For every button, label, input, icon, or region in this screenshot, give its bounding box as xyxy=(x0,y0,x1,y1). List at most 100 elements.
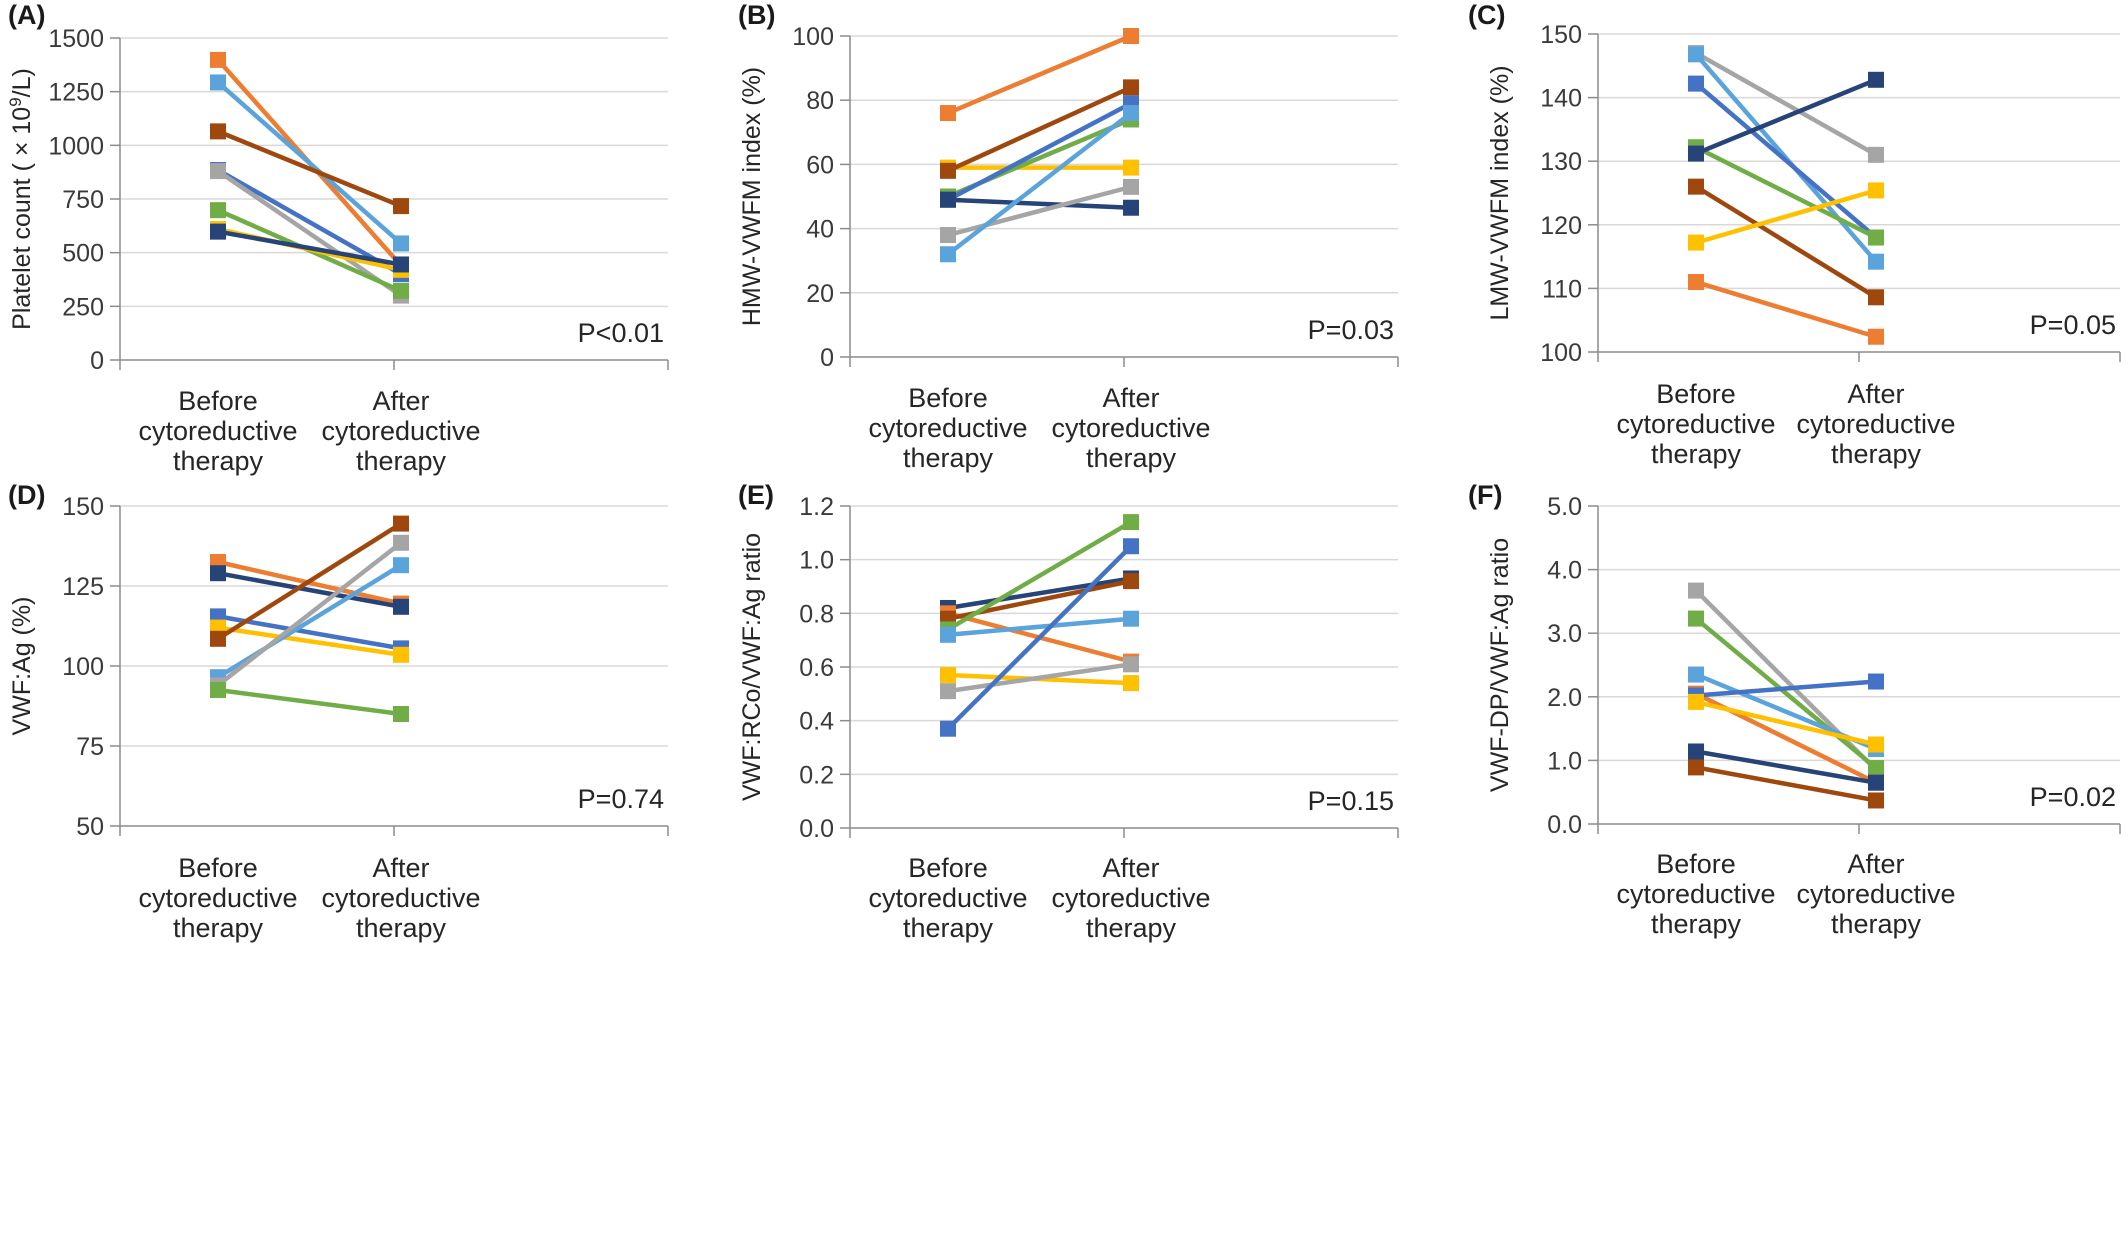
data-point xyxy=(940,720,956,737)
y-tick-label: 1.2 xyxy=(799,493,834,521)
x-category-label: cytoreductive xyxy=(868,883,1027,913)
y-tick-label: 100 xyxy=(792,23,834,51)
x-category-label: After xyxy=(372,386,429,416)
y-tick-label: 100 xyxy=(62,653,104,681)
series-line xyxy=(1695,679,1877,698)
x-category-label: cytoreductive xyxy=(138,883,297,913)
y-tick-label: 4.0 xyxy=(1547,557,1582,585)
data-point xyxy=(210,565,226,582)
data-point xyxy=(393,706,409,722)
data-point xyxy=(940,162,956,179)
data-point xyxy=(940,227,956,244)
line-chart: 0.01.02.03.04.05.0Beforecytoreductivethe… xyxy=(1486,493,2121,939)
x-category-label: cytoreductive xyxy=(138,416,297,446)
y-tick-label: 0.2 xyxy=(799,761,834,789)
data-point xyxy=(1123,159,1139,176)
y-tick-label: 0 xyxy=(90,347,104,375)
y-axis-label: Platelet count ( × 109/L) xyxy=(6,68,37,330)
data-point xyxy=(1688,693,1704,710)
y-tick-label: 125 xyxy=(62,573,104,601)
x-category-label: cytoreductive xyxy=(1616,409,1775,439)
series-line xyxy=(216,541,403,687)
series-line xyxy=(1695,765,1877,803)
y-tick-label: 1000 xyxy=(48,132,104,160)
data-point xyxy=(1688,145,1704,162)
data-point xyxy=(940,667,956,684)
y-tick-label: 1.0 xyxy=(1547,747,1582,775)
data-point xyxy=(210,202,226,219)
x-category-label: therapy xyxy=(903,443,994,473)
y-tick-label: 750 xyxy=(62,186,104,214)
data-point xyxy=(1123,538,1139,555)
data-point xyxy=(1868,71,1884,88)
y-tick-label: 120 xyxy=(1540,212,1582,240)
series-line xyxy=(947,184,1132,238)
data-point xyxy=(1123,656,1139,673)
x-category-label: cytoreductive xyxy=(1051,413,1210,443)
y-axis-label-part: Platelet count ( × 10 xyxy=(8,107,36,330)
y-tick-label: 50 xyxy=(76,813,104,841)
chart-panel: (B) 0 20 40 60 80 100 Before cytoreductive therap… xyxy=(738,0,1438,630)
x-category-label: Before xyxy=(178,386,258,416)
data-point xyxy=(1868,328,1884,345)
x-category-label: therapy xyxy=(1651,439,1742,469)
panel-label: (A) xyxy=(8,0,46,30)
data-point xyxy=(1868,736,1884,753)
chart-panel: (E) 0.0 0.2 0.4 0.6 0.8 1.0 1.2 Before cytoreduct… xyxy=(738,480,1438,1258)
y-axis-label-part: LMW-VWFM index (%) xyxy=(1486,65,1514,320)
y-tick-label: 100 xyxy=(1540,339,1582,367)
x-category-label: therapy xyxy=(1831,909,1922,939)
data-point xyxy=(210,51,226,68)
x-category-label: cytoreductive xyxy=(321,416,480,446)
data-point xyxy=(210,163,226,180)
x-category-label: Before xyxy=(908,853,988,883)
series-line xyxy=(1695,279,1877,339)
data-point xyxy=(1688,46,1704,63)
series-line xyxy=(1694,184,1878,300)
data-point xyxy=(1868,673,1884,690)
series-line xyxy=(217,625,402,658)
series-line xyxy=(947,576,1132,611)
series-line xyxy=(946,544,1133,731)
line-chart: 0250500750100012501500Beforecytoreductiv… xyxy=(6,25,669,476)
y-axis-label-part: VWF-DP/VWF:Ag ratio xyxy=(1486,538,1514,792)
data-point xyxy=(210,123,226,140)
y-tick-label: 110 xyxy=(1542,275,1582,303)
y-axis-label-part: 9 xyxy=(6,97,25,106)
line-chart: 5075100125150BeforecytoreductivetherapyA… xyxy=(8,493,669,943)
series-line xyxy=(1694,81,1878,240)
data-point xyxy=(210,682,226,698)
x-category-label: cytoreductive xyxy=(1616,879,1775,909)
data-point xyxy=(1688,743,1704,760)
y-tick-label: 150 xyxy=(1540,21,1582,49)
y-axis-label-part: HMW-VWFM index (%) xyxy=(738,67,766,326)
y-tick-label: 150 xyxy=(62,493,104,521)
data-point xyxy=(1688,178,1704,195)
data-point xyxy=(393,646,409,663)
x-category-label: After xyxy=(1847,379,1904,409)
x-category-label: cytoreductive xyxy=(1796,879,1955,909)
y-tick-label: 1250 xyxy=(48,79,104,107)
data-point xyxy=(393,534,409,551)
data-point xyxy=(1688,582,1704,599)
data-point xyxy=(1123,178,1139,195)
data-point xyxy=(1123,514,1139,531)
x-category-label: cytoreductive xyxy=(321,883,480,913)
data-point xyxy=(1123,105,1139,122)
series-line xyxy=(947,616,1132,638)
x-category-label: therapy xyxy=(356,446,447,476)
series-line xyxy=(217,570,402,610)
line-chart: 020406080100BeforecytoreductivetherapyAf… xyxy=(738,23,1399,473)
data-point xyxy=(393,235,409,252)
series-line xyxy=(216,169,403,298)
x-category-label: therapy xyxy=(903,913,994,943)
line-chart: 100110120130140150Beforecytoreductivethe… xyxy=(1486,21,2121,469)
y-tick-label: 500 xyxy=(62,240,104,268)
x-category-label: Before xyxy=(1656,379,1736,409)
data-point xyxy=(393,198,409,215)
y-axis-label: VWF:Ag (%) xyxy=(8,597,36,736)
series-line xyxy=(217,687,402,717)
data-point xyxy=(1123,675,1139,692)
y-tick-label: 2.0 xyxy=(1547,684,1582,712)
